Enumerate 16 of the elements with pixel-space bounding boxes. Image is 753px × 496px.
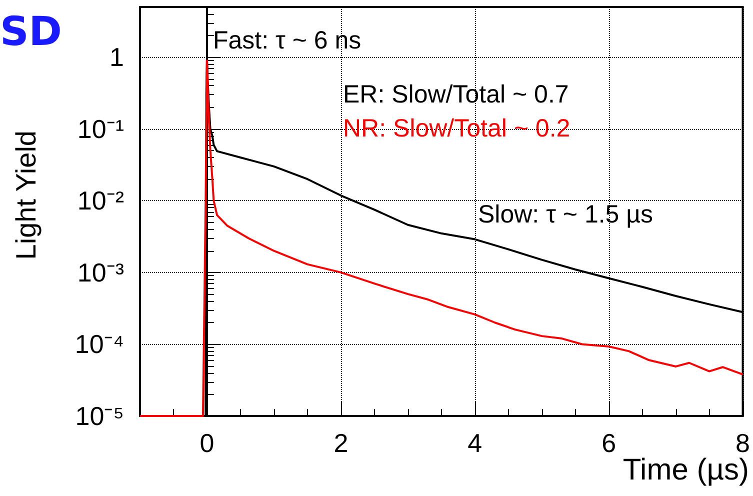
x-tick-label: 2 [334, 428, 348, 458]
x-tick-label: 0 [200, 428, 214, 458]
y-tick-label: 10⁻² [77, 186, 124, 216]
x-tick-label: 4 [468, 428, 482, 458]
y-tick-label: 10⁻⁴ [74, 329, 124, 360]
annotation: Fast: τ ~ 6 ns [213, 26, 362, 54]
annotation: Slow: τ ~ 1.5 µs [478, 200, 654, 228]
chart-title: SD [0, 9, 62, 55]
y-tick-label: 10⁻³ [77, 257, 124, 288]
annotation: NR: Slow/Total ~ 0.2 [343, 114, 570, 142]
y-tick-label: 1 [110, 42, 124, 72]
annotation: ER: Slow/Total ~ 0.7 [343, 80, 569, 108]
y-tick-label: 10⁻¹ [77, 114, 124, 144]
x-tick-label: 6 [602, 428, 616, 458]
y-tick-label: 10⁻⁵ [75, 401, 124, 431]
y-axis-title: Light Yield [10, 130, 42, 260]
